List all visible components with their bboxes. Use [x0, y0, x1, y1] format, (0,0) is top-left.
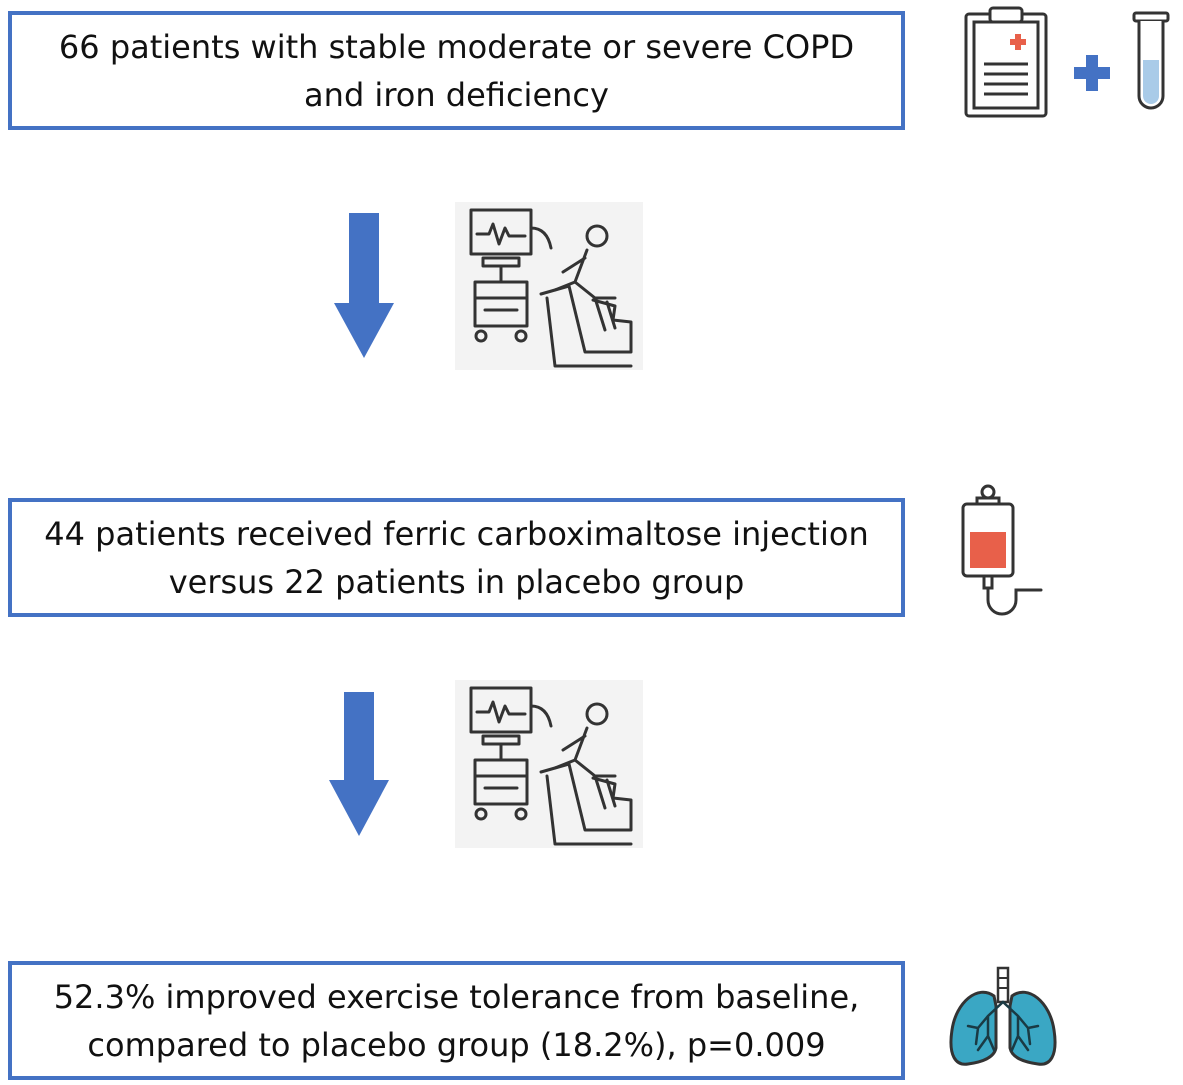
- step-1-line-2: and iron deficiency: [304, 75, 609, 114]
- step-2-line-2: versus 22 patients in placebo group: [168, 562, 745, 601]
- clipboard-icon: [964, 6, 1048, 118]
- step-2-line-1: 44 patients received ferric carboximalto…: [44, 514, 869, 553]
- plus-icon: [1074, 55, 1110, 91]
- test-tube-icon: [1132, 11, 1170, 110]
- step-1-line-1: 66 patients with stable moderate or seve…: [58, 27, 855, 66]
- step-3-line-1: 52.3% improved exercise tolerance from b…: [53, 977, 860, 1016]
- down-arrow-1: [334, 213, 394, 358]
- iv-bag-icon: [961, 484, 1043, 616]
- step-2-box: 44 patients received ferric carboximalto…: [8, 498, 905, 617]
- exercise-test-icon: [455, 680, 643, 848]
- exercise-test-icon: [455, 202, 643, 370]
- step-3-line-2: compared to placebo group (18.2%), p=0.0…: [87, 1025, 826, 1064]
- down-arrow-2: [329, 692, 389, 836]
- step-1-box: 66 patients with stable moderate or seve…: [8, 11, 905, 130]
- step-3-box: 52.3% improved exercise tolerance from b…: [8, 961, 905, 1080]
- lungs-icon: [949, 966, 1057, 1066]
